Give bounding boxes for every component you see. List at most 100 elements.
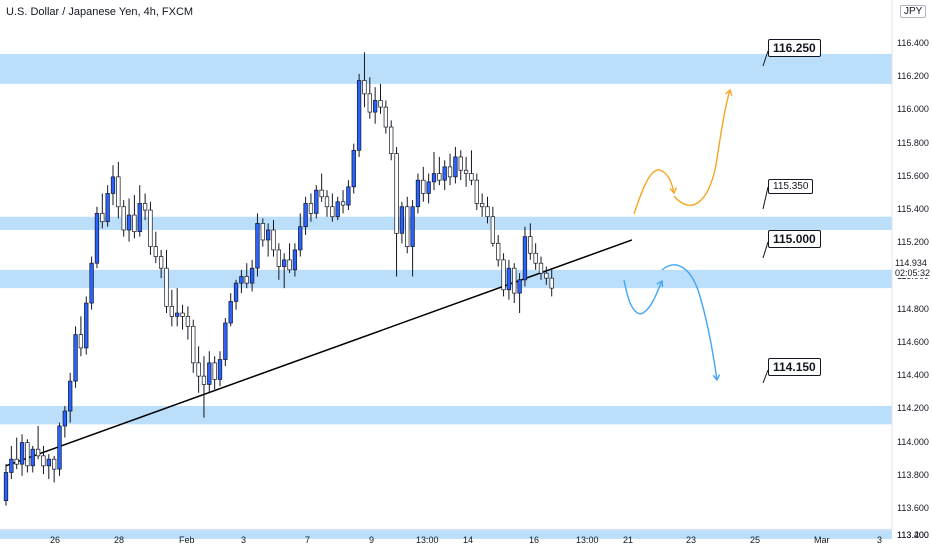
price-tick-label: 116.000 [897, 104, 929, 115]
price-tag-leader [762, 369, 769, 384]
candle-body-up [175, 312, 180, 317]
candle-body-down [480, 203, 485, 208]
zone-114.150[interactable] [0, 406, 892, 425]
candle [9, 445, 14, 480]
candle-body-up [239, 276, 244, 284]
candle [458, 150, 463, 181]
candle [335, 196, 340, 221]
candle-body-down [180, 312, 185, 317]
zone-115.000[interactable] [0, 269, 892, 289]
candle-body-down [544, 272, 549, 279]
candle-body-up [249, 267, 255, 284]
trendline[interactable] [5, 239, 633, 467]
candle [292, 243, 298, 277]
candle-body-up [426, 181, 431, 194]
candle-body-down [538, 262, 544, 274]
candle [212, 356, 217, 390]
candle [233, 279, 239, 310]
candle-body-up [19, 442, 25, 465]
candle-body-up [314, 189, 319, 214]
candle [51, 455, 57, 483]
candle [228, 293, 233, 327]
price-tag-116250[interactable]: 116.250 [768, 39, 821, 57]
candle [415, 173, 421, 214]
candle [389, 120, 394, 161]
candle-body-down [159, 256, 164, 269]
candle [46, 454, 51, 480]
zone-unlabeled-4[interactable] [0, 528, 892, 539]
candle [223, 318, 228, 367]
candle-body-up [517, 279, 522, 294]
candle-body-down [533, 252, 538, 264]
candle [453, 146, 458, 184]
candle [512, 263, 517, 304]
candle [100, 193, 105, 229]
candle-body-up [73, 334, 78, 382]
price-tag-115350[interactable]: 115.350 [768, 179, 814, 194]
zone-116.250[interactable] [0, 53, 892, 84]
blue-arrow-retest [623, 279, 663, 315]
candle [538, 256, 544, 280]
candle-body-down [447, 166, 453, 178]
candle-body-down [142, 203, 148, 211]
blue-arrowhead-1 [656, 279, 664, 288]
candle [105, 185, 110, 227]
candle-body-up [46, 458, 51, 467]
candle-body-up [415, 179, 421, 208]
candle-body-up [373, 100, 378, 113]
time-tick-label: 13:00 [416, 535, 439, 545]
candle-body-up [346, 186, 351, 206]
candle-body-down [153, 246, 158, 257]
price-tick-label: 114.600 [897, 336, 929, 347]
candle [62, 406, 67, 438]
candle-body-down [116, 176, 121, 208]
candle-body-down [276, 249, 281, 267]
candle-body-up [62, 410, 67, 427]
candle [73, 326, 78, 388]
time-tick-label: 23 [686, 535, 697, 545]
price-tag-114150[interactable]: 114.150 [768, 358, 821, 376]
candle-body-down [41, 455, 46, 467]
candle [201, 356, 207, 418]
candle-body-down [485, 206, 490, 218]
candle [126, 198, 132, 242]
candle-body-down [394, 153, 399, 234]
price-tick-label: 114.400 [897, 370, 929, 381]
candle-body-up [223, 322, 228, 360]
candle [378, 83, 383, 114]
price-tag-115000[interactable]: 115.000 [768, 230, 821, 248]
candle [421, 166, 426, 202]
candle-body-up [84, 302, 89, 349]
candle [116, 161, 121, 219]
candle-body-up [522, 236, 528, 281]
price-tag-leader [762, 50, 769, 67]
candle-body-down [196, 362, 201, 377]
candle-body-up [89, 262, 94, 304]
candle-body-down [469, 173, 474, 181]
candle [356, 73, 362, 157]
orange-arrow-pullback [633, 169, 675, 215]
candle [319, 173, 324, 202]
countdown-label: 02:05:32 [895, 268, 931, 278]
candle [132, 195, 137, 239]
candle [84, 296, 89, 355]
candle-body-up [442, 166, 447, 181]
candle-body-up [351, 149, 356, 188]
candle [410, 200, 415, 277]
candle-body-down [260, 223, 265, 241]
candle [185, 306, 191, 340]
candle [164, 249, 169, 314]
time-tick-label: 7 [305, 535, 311, 545]
price-tick-label: 114.800 [897, 303, 929, 314]
candle [68, 372, 73, 423]
candle [271, 220, 276, 257]
zone-115.350[interactable] [0, 216, 892, 230]
candle [14, 437, 19, 470]
candle [207, 351, 212, 393]
candle [474, 173, 479, 211]
candle [303, 196, 308, 235]
time-tick-label: Feb [179, 535, 195, 545]
currency-badge[interactable]: JPY [900, 5, 927, 18]
